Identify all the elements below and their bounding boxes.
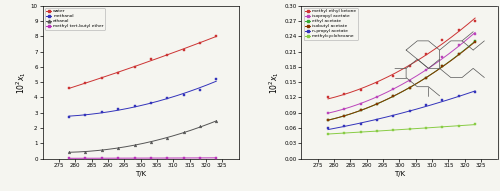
- X-axis label: T/K: T/K: [394, 171, 405, 177]
- X-axis label: T/K: T/K: [135, 171, 146, 177]
- Legend: methyl ethyl ketone, isopropyl acetate, ethyl acetate, isobutyl acetate, n-propy: methyl ethyl ketone, isopropyl acetate, …: [304, 8, 358, 40]
- Y-axis label: $10^2x_1$: $10^2x_1$: [14, 71, 28, 94]
- Y-axis label: $10^2x_1$: $10^2x_1$: [268, 71, 281, 94]
- Legend: water, methanol, ethanol, methyl tert-butyl ether: water, methanol, ethanol, methyl tert-bu…: [44, 8, 105, 30]
